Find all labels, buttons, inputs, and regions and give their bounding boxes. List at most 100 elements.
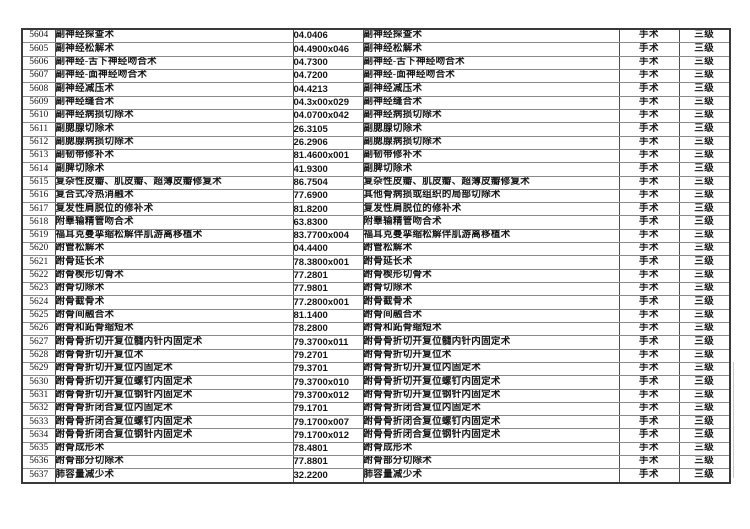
table-row: 5624 跗骨截骨术 77.2800x001 跗骨截骨术 手术 三级 (21, 295, 731, 310)
cell-procedure-name: 跗骨和跖骨缩短术 (54, 321, 294, 337)
cell-grade-level: 三级 (678, 455, 731, 470)
table-row: 5609 副神经缝合术 04.3x00x029 副神经缝合术 手术 三级 (21, 95, 731, 110)
table-row: 5632 跗骨骨折闭合复位内固定术 79.1701 跗骨骨折闭合复位内固定术 手… (21, 401, 731, 417)
cell-category: 手术 (618, 441, 680, 457)
cell-category: 手术 (618, 215, 680, 230)
cell-procedure-name: 副神经缝合术 (54, 95, 294, 110)
cell-grade-level: 三级 (678, 255, 731, 270)
cell-grade-level: 三级 (678, 468, 731, 484)
cell-row-number: 5625 (21, 308, 56, 323)
cell-grade-level: 三级 (678, 28, 731, 44)
cell-row-number: 5637 (21, 468, 56, 484)
cell-standard-name: 跗骨延长术 (362, 255, 620, 270)
cell-grade-level: 三级 (678, 68, 731, 84)
cell-grade-level: 三级 (678, 175, 731, 190)
cell-procedure-code: 77.9801 (292, 281, 364, 297)
cell-category: 手术 (618, 455, 680, 470)
cell-standard-name: 其他骨病损或组织的局部切除术 (362, 188, 620, 204)
cell-procedure-name: 跗骨骨折切开复位内固定术 (54, 361, 294, 377)
cell-row-number: 5617 (21, 202, 56, 217)
table-row: 5625 跗骨间融合术 81.1400 跗骨间融合术 手术 三级 (21, 308, 731, 323)
cell-grade-level: 三级 (678, 242, 731, 257)
cell-row-number: 5632 (21, 401, 56, 417)
cell-grade-level: 三级 (678, 108, 731, 124)
table-row: 5626 跗骨和跖骨缩短术 78.2800 跗骨和跖骨缩短术 手术 三级 (21, 321, 731, 337)
cell-procedure-name: 福耳克曼挛缩松解伴肌游离移植术 (54, 228, 294, 244)
cell-procedure-name: 复杂性皮瓣、肌皮瓣、超薄皮瓣修复术 (54, 175, 294, 190)
cell-row-number: 5633 (21, 415, 56, 430)
cell-procedure-name: 跗骨楔形切骨术 (54, 268, 294, 284)
cell-procedure-code: 26.3105 (292, 122, 364, 137)
cell-standard-name: 跗骨骨折闭合复位钢针内固定术 (362, 428, 620, 443)
cell-category: 手术 (618, 468, 680, 484)
table-row: 5611 副腮腺切除术 26.3105 副腮腺切除术 手术 三级 (21, 122, 731, 137)
cell-category: 手术 (618, 348, 680, 363)
table-row: 5622 跗骨楔形切骨术 77.2801 跗骨楔形切骨术 手术 三级 (21, 268, 731, 284)
cell-category: 手术 (618, 428, 680, 443)
cell-procedure-name: 附睾输精管吻合术 (54, 215, 294, 230)
cell-procedure-code: 41.9300 (292, 162, 364, 177)
cell-procedure-name: 副韧带修补术 (54, 148, 294, 164)
cell-procedure-code: 04.4213 (292, 82, 364, 97)
scan-artifact-line (733, 362, 734, 478)
cell-category: 手术 (618, 162, 680, 177)
cell-procedure-name: 跗骨成形术 (54, 441, 294, 457)
cell-procedure-name: 副神经病损切除术 (54, 108, 294, 124)
cell-standard-name: 副脾切除术 (362, 162, 620, 177)
cell-row-number: 5619 (21, 228, 56, 244)
cell-standard-name: 跗骨切除术 (362, 281, 620, 297)
cell-procedure-code: 79.1700x007 (292, 415, 364, 430)
cell-standard-name: 跗骨骨折切开复位髓内针内固定术 (362, 335, 620, 350)
cell-procedure-name: 副神经-舌下神经吻合术 (54, 55, 294, 71)
cell-grade-level: 三级 (678, 401, 731, 417)
table-row: 5634 跗骨骨折闭合复位钢针内固定术 79.1700x012 跗骨骨折闭合复位… (21, 428, 731, 443)
cell-row-number: 5610 (21, 108, 56, 124)
cell-category: 手术 (618, 42, 680, 57)
cell-standard-name: 副神经缝合术 (362, 95, 620, 110)
cell-procedure-code: 78.4801 (292, 441, 364, 457)
cell-grade-level: 三级 (678, 215, 731, 230)
table-row: 5628 跗骨骨折切开复位术 79.2701 跗骨骨折切开复位术 手术 三级 (21, 348, 731, 363)
cell-procedure-name: 跗骨骨折闭合复位螺钉内固定术 (54, 415, 294, 430)
cell-procedure-code: 04.3x00x029 (292, 95, 364, 110)
cell-procedure-name: 副神经减压术 (54, 82, 294, 97)
cell-row-number: 5629 (21, 361, 56, 377)
cell-row-number: 5614 (21, 162, 56, 177)
table-row: 5612 副腮腺病损切除术 26.2906 副腮腺病损切除术 手术 三级 (21, 135, 731, 150)
cell-procedure-code: 63.8300 (292, 215, 364, 230)
cell-standard-name: 跗骨骨折切开复位内固定术 (362, 361, 620, 377)
cell-procedure-code: 77.6900 (292, 188, 364, 204)
cell-standard-name: 复杂性皮瓣、肌皮瓣、超薄皮瓣修复术 (362, 175, 620, 190)
cell-row-number: 5628 (21, 348, 56, 363)
cell-row-number: 5636 (21, 455, 56, 470)
cell-category: 手术 (618, 175, 680, 190)
table-row: 5633 跗骨骨折闭合复位螺钉内固定术 79.1700x007 跗骨骨折闭合复位… (21, 415, 731, 430)
cell-procedure-code: 86.7504 (292, 175, 364, 190)
cell-procedure-name: 跗骨骨折切开复位髓内针内固定术 (54, 335, 294, 350)
cell-grade-level: 三级 (678, 268, 731, 284)
cell-category: 手术 (618, 28, 680, 44)
cell-category: 手术 (618, 148, 680, 164)
cell-row-number: 5630 (21, 375, 56, 390)
cell-category: 手术 (618, 335, 680, 350)
cell-procedure-name: 跗骨延长术 (54, 255, 294, 270)
table-row: 5637 肺容量减少术 32.2200 肺容量减少术 手术 三级 (21, 468, 731, 484)
table-row: 5607 副神经-面神经吻合术 04.7200 副神经-面神经吻合术 手术 三级 (21, 68, 731, 84)
table-row: 5614 副脾切除术 41.9300 副脾切除术 手术 三级 (21, 162, 731, 177)
cell-grade-level: 三级 (678, 148, 731, 164)
procedure-table-body: 5604 副神经探查术 04.0406 副神经探查术 手术 三级 5605 副神… (21, 28, 731, 484)
cell-category: 手术 (618, 242, 680, 257)
cell-category: 手术 (618, 202, 680, 217)
cell-procedure-name: 副神经探查术 (54, 28, 294, 44)
cell-procedure-code: 79.3701 (292, 361, 364, 377)
cell-procedure-code: 78.3800x001 (292, 255, 364, 270)
cell-procedure-name: 跗骨切除术 (54, 281, 294, 297)
cell-category: 手术 (618, 188, 680, 204)
table-row: 5635 跗骨成形术 78.4801 跗骨成形术 手术 三级 (21, 441, 731, 457)
cell-grade-level: 三级 (678, 388, 731, 403)
cell-grade-level: 三级 (678, 428, 731, 443)
cell-row-number: 5621 (21, 255, 56, 270)
cell-standard-name: 副神经松解术 (362, 42, 620, 57)
cell-grade-level: 三级 (678, 55, 731, 71)
table-row: 5605 副神经松解术 04.4900x046 副神经松解术 手术 三级 (21, 42, 731, 57)
